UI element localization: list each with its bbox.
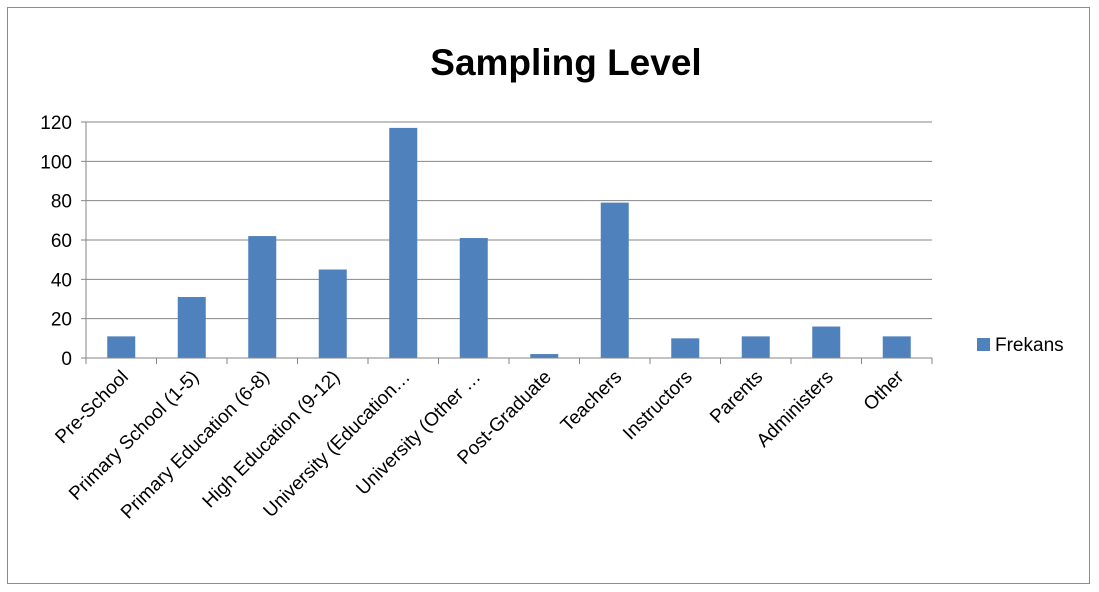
bar <box>741 336 770 358</box>
bar <box>882 336 911 358</box>
legend-swatch <box>977 338 990 351</box>
gridlines <box>86 121 932 320</box>
y-axis: 0 20 40 60 80 100 120 <box>40 113 87 370</box>
bar <box>459 238 488 358</box>
legend: Frekans <box>977 335 1064 356</box>
y-tick-label: 0 <box>61 349 72 370</box>
bar <box>177 297 206 358</box>
y-tick-label: 60 <box>51 231 72 252</box>
x-tick-label: Primary School (1-5) <box>65 367 203 505</box>
x-tick-label: Administers <box>753 367 838 452</box>
x-tick-label: Parents <box>706 367 767 428</box>
y-tick-label: 100 <box>40 152 72 173</box>
x-axis <box>85 357 933 364</box>
bar <box>248 236 277 358</box>
x-tick-label: High Education (9-12) <box>199 367 345 513</box>
bar <box>812 326 841 358</box>
bars <box>107 127 911 359</box>
y-tick-label: 120 <box>40 113 72 134</box>
legend-label: Frekans <box>995 335 1064 356</box>
chart-frame <box>7 7 1090 584</box>
y-tick-label: 40 <box>51 270 72 291</box>
chart-title: Sampling Level <box>430 42 701 83</box>
y-tick-label: 20 <box>51 310 72 331</box>
bar <box>530 354 559 358</box>
bar <box>318 269 347 358</box>
x-tick-label: Other <box>860 366 909 415</box>
x-tick-label: Instructors <box>619 367 697 445</box>
x-tick-label: University (Other … <box>352 367 485 500</box>
y-tick-label: 80 <box>51 192 72 213</box>
bar <box>600 202 629 358</box>
x-tick-label: Teachers <box>557 367 626 436</box>
bar <box>671 338 700 358</box>
bar <box>107 336 136 358</box>
bar <box>389 127 418 359</box>
